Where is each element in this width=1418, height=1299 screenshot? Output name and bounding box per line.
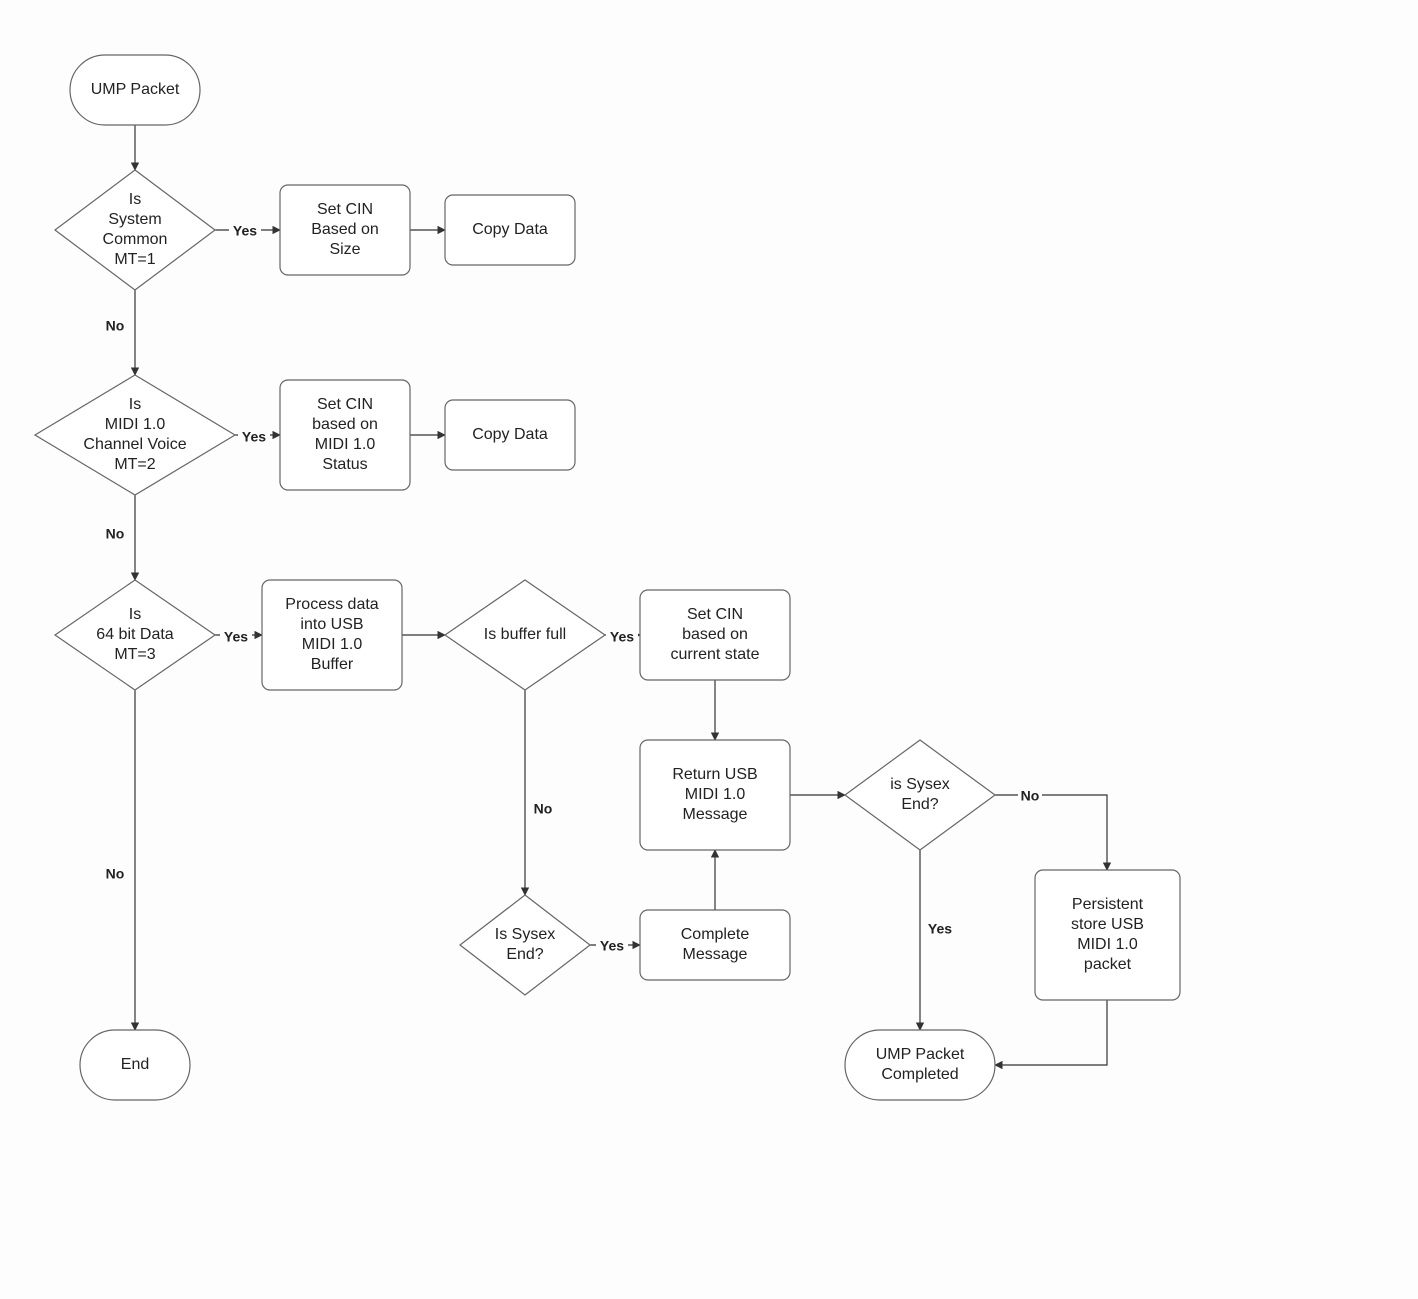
node-d_sysend2: is Sysex End? [845,740,995,850]
node-p_setcin2: Set CIN based on MIDI 1.0 Status [280,380,410,490]
node-p_setcin1-label-2: Size [329,241,360,258]
node-d_sys-label-2: Common [103,231,168,248]
node-term_done-label-0: UMP Packet [876,1046,965,1063]
node-d_midi-label-3: MT=2 [114,456,155,473]
node-start-label-0: UMP Packet [91,81,180,98]
node-term_end-label-0: End [121,1056,149,1073]
node-p_persist-label-2: MIDI 1.0 [1077,936,1138,953]
node-d_sys-label-3: MT=1 [114,251,155,268]
edge-1-label: Yes [233,223,257,239]
node-d_sysend1-label-1: End? [506,946,543,963]
node-p_return-label-1: MIDI 1.0 [685,786,746,803]
node-d_64-label-0: Is [129,606,141,623]
node-p_persist-label-1: store USB [1071,916,1144,933]
node-d_midi-label-1: MIDI 1.0 [105,416,166,433]
edges-layer: Yes No Yes No Yes Yes No Yes Yes No No [103,125,1107,1065]
node-d_midi-label-0: Is [129,396,141,413]
edge-12-label: Yes [600,938,624,954]
node-d_buffull: Is buffer full [445,580,605,690]
node-d_midi-label-2: Channel Voice [83,436,186,453]
node-d_sysend1-label-0: Is Sysex [495,926,555,943]
node-d_64: Is 64 bit Data MT=3 [55,580,215,690]
node-p_complete-label-0: Complete [681,926,750,943]
node-p_setcin2-label-3: Status [322,456,367,473]
node-p_complete: Complete Message [640,910,790,980]
node-d_sys-label-0: Is [129,191,141,208]
edge-16 [995,795,1107,870]
node-d_64-label-1: 64 bit Data [96,626,173,643]
edge-17 [995,1000,1107,1065]
edge-9-label: Yes [610,629,634,645]
node-p_persist-label-3: packet [1084,956,1132,973]
node-term_done: UMP Packet Completed [845,1030,995,1100]
node-term_done-label-1: Completed [881,1066,958,1083]
node-p_return-label-2: Message [683,806,748,823]
node-p_persist: Persistent store USB MIDI 1.0 packet [1035,870,1180,1000]
edge-18-label: No [106,866,125,882]
node-d_sys: Is System Common MT=1 [55,170,215,290]
node-d_midi: Is MIDI 1.0 Channel Voice MT=2 [35,375,235,495]
node-p_procbuf-label-0: Process data [285,596,378,613]
node-p_setcin3-label-0: Set CIN [687,606,743,623]
node-p_copy1: Copy Data [445,195,575,265]
flowchart-canvas: Yes No Yes No Yes Yes No Yes Yes No No UMP Packet I… [0,0,1418,1299]
node-p_setcin3: Set CIN based on current state [640,590,790,680]
edge-7-label: Yes [224,629,248,645]
node-d_sysend1: Is Sysex End? [460,895,590,995]
edge-6-label: No [106,526,125,542]
node-p_procbuf-label-1: into USB [300,616,363,633]
node-p_persist-label-0: Persistent [1072,896,1144,913]
node-p_copy2-label-0: Copy Data [472,426,548,443]
node-p_procbuf: Process data into USB MIDI 1.0 Buffer [262,580,402,690]
node-p_procbuf-label-3: Buffer [311,656,354,673]
node-p_complete-label-1: Message [683,946,748,963]
node-p_procbuf-label-2: MIDI 1.0 [302,636,363,653]
node-d_sysend2-label-1: End? [901,796,938,813]
node-p_setcin1: Set CIN Based on Size [280,185,410,275]
node-p_setcin2-label-0: Set CIN [317,396,373,413]
edge-15-label: Yes [928,921,952,937]
node-p_setcin3-label-2: current state [671,646,760,663]
node-p_setcin2-label-1: based on [312,416,378,433]
node-p_return-label-0: Return USB [672,766,757,783]
node-d_sys-label-1: System [108,211,161,228]
node-d_sysend2-label-0: is Sysex [890,776,950,793]
edge-11-label: No [534,801,553,817]
node-p_setcin1-label-0: Set CIN [317,201,373,218]
node-p_copy2: Copy Data [445,400,575,470]
node-d_buffull-label-0: Is buffer full [484,626,566,643]
edge-16-label: No [1021,788,1040,804]
node-p_setcin1-label-1: Based on [311,221,379,238]
node-p_setcin2-label-2: MIDI 1.0 [315,436,376,453]
edge-3-label: No [106,318,125,334]
node-p_setcin3-label-1: based on [682,626,748,643]
node-p_copy1-label-0: Copy Data [472,221,548,238]
edge-4-label: Yes [242,429,266,445]
node-term_end: End [80,1030,190,1100]
node-d_64-label-2: MT=3 [114,646,155,663]
node-start: UMP Packet [70,55,200,125]
node-p_return: Return USB MIDI 1.0 Message [640,740,790,850]
